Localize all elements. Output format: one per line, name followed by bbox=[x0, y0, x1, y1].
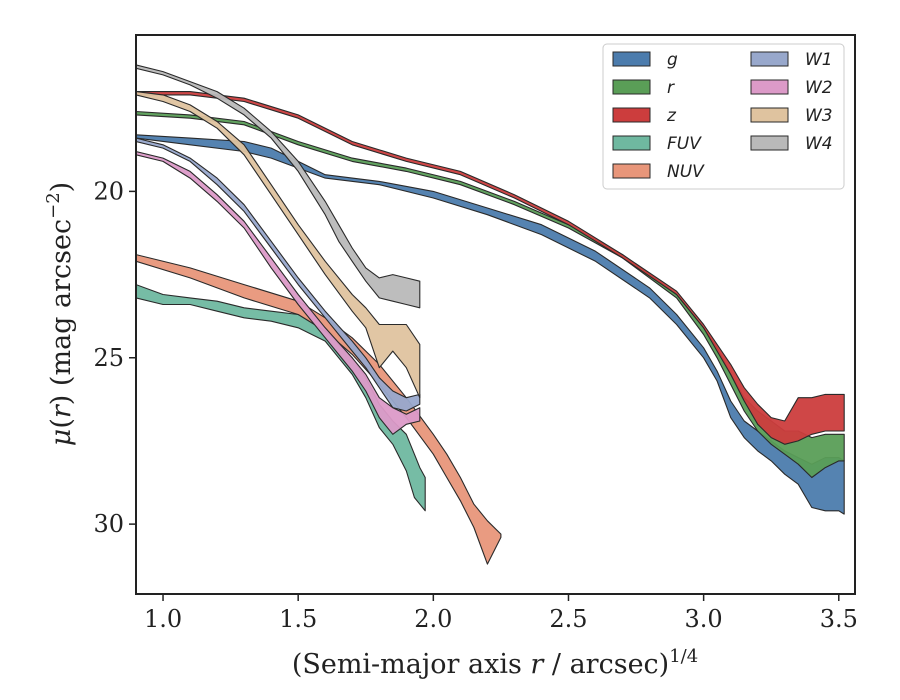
plot-frame bbox=[135, 34, 856, 595]
band-w2 bbox=[136, 150, 421, 435]
band-z bbox=[136, 91, 845, 445]
x-tick-label: 3.0 bbox=[685, 605, 723, 633]
legend-swatch bbox=[612, 107, 651, 123]
band-w4 bbox=[136, 64, 421, 309]
x-axis-label: (Semi-major axis r / arcsec)1/4 bbox=[292, 646, 698, 680]
series-r bbox=[136, 110, 845, 479]
legend: grz FUV NUV W1 W2 W3 W4 bbox=[602, 43, 845, 190]
series-w3 bbox=[136, 91, 421, 399]
legend-swatch bbox=[750, 79, 789, 95]
x-tick-label: 2.0 bbox=[414, 605, 452, 633]
legend-swatch bbox=[612, 135, 651, 151]
band-w1 bbox=[136, 137, 421, 412]
y-tick-label: 25 bbox=[93, 344, 124, 372]
y-tick-label: 20 bbox=[93, 177, 124, 205]
series-layer bbox=[136, 64, 845, 565]
legend-item-z: z bbox=[612, 106, 677, 126]
legend-item-g: g bbox=[612, 50, 678, 70]
ticks-layer: 1.0 1.5 2.0 2.5 3.0 3.5 20 25 30 bbox=[93, 177, 857, 633]
legend-swatch bbox=[612, 79, 651, 95]
x-tick-label: 1.0 bbox=[144, 605, 182, 633]
y-axis-label: μ(r) (mag arcsec−2) bbox=[43, 182, 77, 446]
legend-label: r bbox=[667, 78, 675, 98]
legend-label: W1 bbox=[805, 50, 833, 70]
legend-label: W2 bbox=[805, 78, 833, 98]
series-g bbox=[136, 134, 845, 515]
legend-label: z bbox=[666, 106, 677, 126]
legend-swatch bbox=[612, 163, 651, 179]
x-tick-label: 2.5 bbox=[549, 605, 587, 633]
legend-swatch bbox=[750, 135, 789, 151]
series-z bbox=[136, 91, 845, 445]
band-r bbox=[136, 110, 845, 479]
legend-item-w2: W2 bbox=[750, 78, 833, 98]
legend-item-fuv: FUV bbox=[612, 134, 702, 154]
legend-swatch bbox=[750, 51, 789, 67]
legend-item-nuv: NUV bbox=[612, 162, 705, 182]
band-w3 bbox=[136, 91, 421, 399]
band-fuv bbox=[136, 284, 426, 512]
legend-label: g bbox=[667, 50, 678, 70]
legend-label: NUV bbox=[667, 162, 705, 182]
series-w1 bbox=[136, 137, 421, 412]
legend-item-w4: W4 bbox=[750, 134, 833, 154]
series-w4 bbox=[136, 64, 421, 309]
legend-label: W3 bbox=[805, 106, 833, 126]
legend-label: W4 bbox=[805, 134, 833, 154]
y-tick-label: 30 bbox=[93, 510, 124, 538]
series-w2 bbox=[136, 150, 421, 435]
x-tick-label: 3.5 bbox=[820, 605, 858, 633]
series-fuv bbox=[136, 284, 426, 512]
legend-item-w3: W3 bbox=[750, 106, 833, 126]
legend-item-w1: W1 bbox=[750, 50, 833, 70]
legend-swatch bbox=[612, 51, 651, 67]
legend-label: FUV bbox=[667, 134, 702, 154]
legend-item-r: r bbox=[612, 78, 675, 98]
band-g bbox=[136, 134, 845, 515]
x-tick-label: 1.5 bbox=[279, 605, 317, 633]
legend-swatch bbox=[750, 107, 789, 123]
